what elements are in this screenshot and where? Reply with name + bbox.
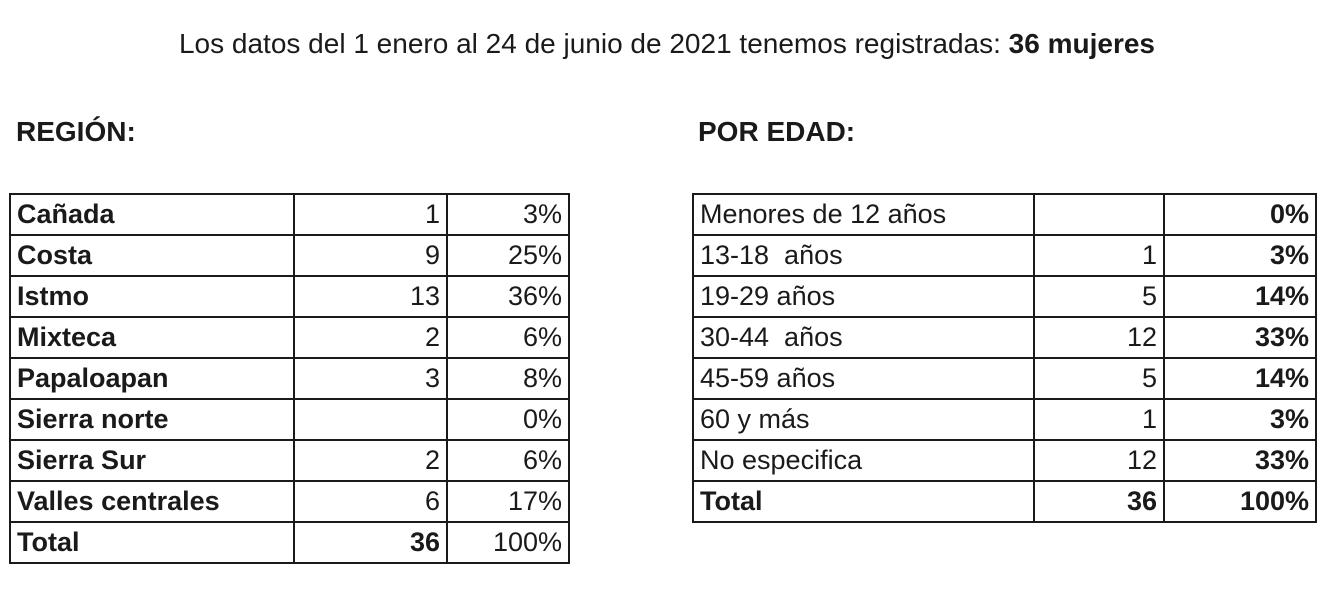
region-label: Papaloapan xyxy=(9,357,295,400)
region-label: Valles centrales xyxy=(9,480,295,523)
age-label: Menores de 12 años xyxy=(692,193,1035,236)
region-percent: 0% xyxy=(446,398,570,441)
region-percent: 25% xyxy=(446,234,570,277)
age-label: 60 y más xyxy=(692,398,1035,441)
headline: Los datos del 1 enero al 24 de junio de … xyxy=(0,28,1334,60)
age-label: 13-18 años xyxy=(692,234,1035,277)
age-percent: 0% xyxy=(1163,193,1317,236)
table-row: 30-44 años 12 33% xyxy=(692,316,1317,359)
region-count: 13 xyxy=(293,275,448,318)
headline-highlight: 36 mujeres xyxy=(1008,28,1155,59)
age-section-title: POR EDAD: xyxy=(698,116,856,147)
age-label: 30-44 años xyxy=(692,316,1035,359)
headline-text: Los datos del 1 enero al 24 de junio de … xyxy=(178,28,1001,59)
age-percent: 3% xyxy=(1163,234,1317,277)
region-percent: 3% xyxy=(446,193,570,236)
table-row: Menores de 12 años 0% xyxy=(692,193,1317,236)
region-percent: 36% xyxy=(446,275,570,318)
age-total-label: Total xyxy=(692,480,1035,523)
table-row: 45-59 años 5 14% xyxy=(692,357,1317,400)
table-row: Cañada 1 3% xyxy=(9,193,570,236)
age-percent: 33% xyxy=(1163,439,1317,482)
age-label: 19-29 años xyxy=(692,275,1035,318)
region-count: 1 xyxy=(293,193,448,236)
region-label: Istmo xyxy=(9,275,295,318)
table-row: Mixteca 2 6% xyxy=(9,316,570,359)
region-percent: 6% xyxy=(446,439,570,482)
region-total-percent: 100% xyxy=(446,521,570,564)
region-count xyxy=(293,398,448,441)
region-percent: 8% xyxy=(446,357,570,400)
region-count: 2 xyxy=(293,316,448,359)
region-count: 3 xyxy=(293,357,448,400)
region-count: 6 xyxy=(293,480,448,523)
age-count: 5 xyxy=(1033,357,1165,400)
table-row: Valles centrales 6 17% xyxy=(9,480,570,523)
table-row: Papaloapan 3 8% xyxy=(9,357,570,400)
age-total-count: 36 xyxy=(1033,480,1165,523)
region-label: Sierra Sur xyxy=(9,439,295,482)
table-row: Sierra Sur 2 6% xyxy=(9,439,570,482)
region-label: Mixteca xyxy=(9,316,295,359)
age-label: 45-59 años xyxy=(692,357,1035,400)
age-percent: 3% xyxy=(1163,398,1317,441)
age-count xyxy=(1033,193,1165,236)
region-label: Cañada xyxy=(9,193,295,236)
region-label: Sierra norte xyxy=(9,398,295,441)
table-row: Istmo 13 36% xyxy=(9,275,570,318)
table-row: 60 y más 1 3% xyxy=(692,398,1317,441)
table-row: Sierra norte 0% xyxy=(9,398,570,441)
age-count: 1 xyxy=(1033,398,1165,441)
region-section-title: REGIÓN: xyxy=(16,116,136,147)
age-total-percent: 100% xyxy=(1163,480,1317,523)
table-row: Costa 9 25% xyxy=(9,234,570,277)
age-percent: 33% xyxy=(1163,316,1317,359)
age-count: 1 xyxy=(1033,234,1165,277)
region-count: 2 xyxy=(293,439,448,482)
table-row: No especifica 12 33% xyxy=(692,439,1317,482)
age-table: Menores de 12 años 0% 13-18 años 1 3% 19… xyxy=(692,193,1317,523)
age-percent: 14% xyxy=(1163,275,1317,318)
age-label: No especifica xyxy=(692,439,1035,482)
age-total-row: Total 36 100% xyxy=(692,480,1317,523)
region-total-label: Total xyxy=(9,521,295,564)
region-table: Cañada 1 3% Costa 9 25% Istmo 13 36% Mix… xyxy=(9,193,570,564)
region-label: Costa xyxy=(9,234,295,277)
region-total-row: Total 36 100% xyxy=(9,521,570,564)
region-percent: 17% xyxy=(446,480,570,523)
age-count: 12 xyxy=(1033,316,1165,359)
age-percent: 14% xyxy=(1163,357,1317,400)
age-count: 12 xyxy=(1033,439,1165,482)
table-row: 19-29 años 5 14% xyxy=(692,275,1317,318)
table-row: 13-18 años 1 3% xyxy=(692,234,1317,277)
age-count: 5 xyxy=(1033,275,1165,318)
region-percent: 6% xyxy=(446,316,570,359)
region-count: 9 xyxy=(293,234,448,277)
region-total-count: 36 xyxy=(293,521,448,564)
